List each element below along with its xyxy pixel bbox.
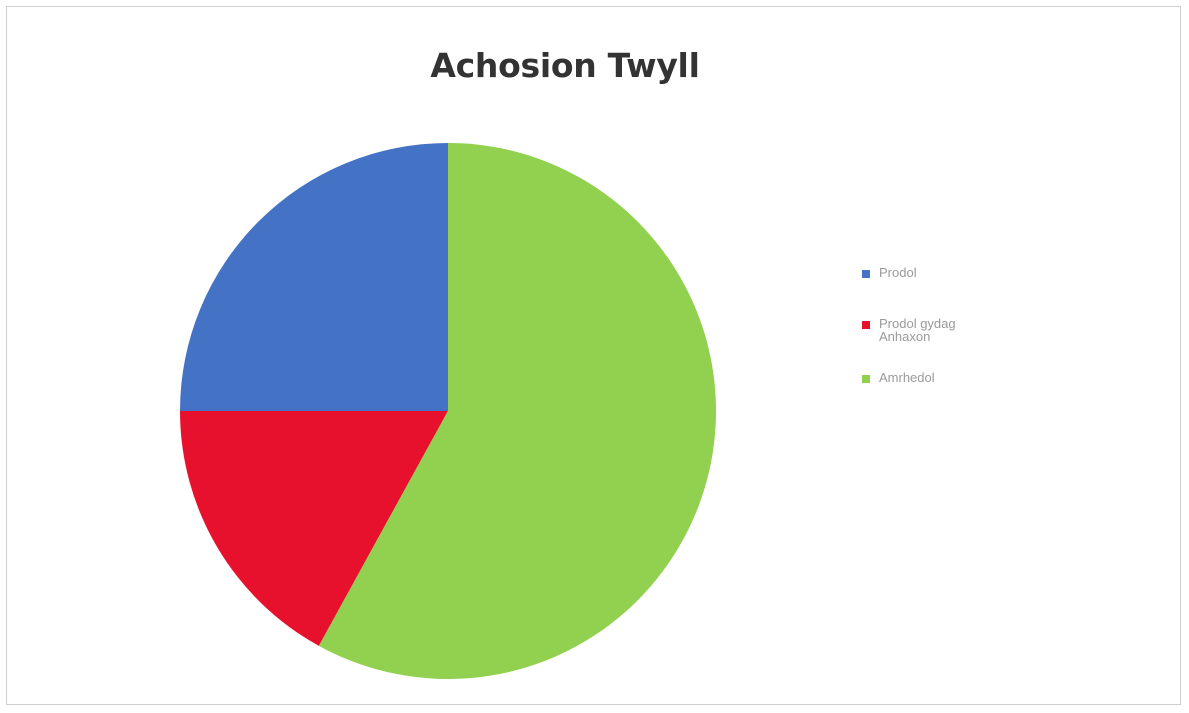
legend-swatch — [862, 375, 870, 383]
pie-slice-amrhedol — [318, 143, 717, 680]
legend-label: Prodol — [879, 265, 917, 280]
legend-swatch — [862, 321, 870, 329]
legend-item: Prodol — [862, 266, 1022, 279]
legend: Prodol Prodol gydag Anhaxon Amrhedol — [862, 266, 1022, 422]
legend-label: Amrhedol — [879, 370, 935, 385]
pie-slice-prodol-gydag-anhaxon — [180, 411, 448, 646]
chart-title: Achosion Twyll — [430, 46, 700, 85]
legend-label: Prodol gydag Anhaxon — [879, 316, 956, 344]
legend-swatch — [862, 270, 870, 278]
legend-item: Prodol gydag Anhaxon — [862, 317, 1022, 343]
legend-item: Amrhedol — [862, 371, 1022, 384]
pie-slice-prodol — [180, 143, 448, 411]
